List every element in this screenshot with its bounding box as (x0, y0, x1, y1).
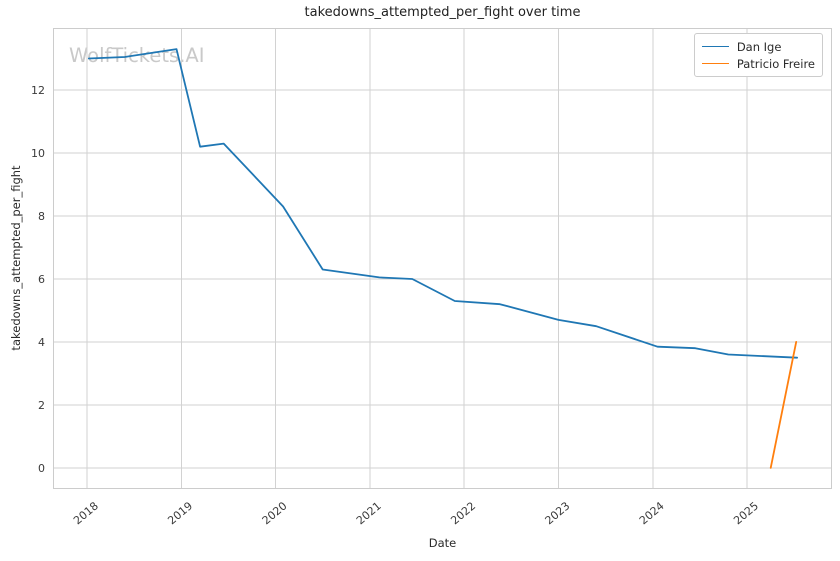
x-tick-label-2021: 2021 (354, 499, 384, 527)
x-tick-label-2020: 2020 (260, 499, 290, 527)
chart-title: takedowns_attempted_per_fight over time (304, 5, 581, 20)
y-tick-label-10: 10 (31, 147, 45, 160)
x-tick-label-2022: 2022 (448, 499, 478, 527)
y-axis-label: takedowns_attempted_per_fight (9, 165, 23, 351)
y-tick-label-4: 4 (38, 336, 45, 349)
legend-label: Dan Ige (736, 39, 782, 54)
y-tick-label-0: 0 (38, 462, 45, 475)
x-tick-label-2023: 2023 (543, 499, 573, 527)
x-tick-label-2019: 2019 (165, 499, 195, 527)
y-tick-label-12: 12 (31, 84, 45, 97)
legend-swatch-dan-ige (701, 46, 729, 47)
legend: Dan Ige Patricio Freire (693, 33, 823, 77)
x-axis-label: Date (428, 536, 457, 550)
legend-item-patricio-freire: Patricio Freire (701, 55, 815, 72)
series-line-dan-ige (87, 48, 798, 359)
y-tick-label-2: 2 (38, 399, 45, 412)
y-tick-label-8: 8 (38, 210, 45, 223)
axes-spines (53, 28, 832, 489)
legend-label: Patricio Freire (736, 56, 815, 71)
series-line-patricio-freire (769, 340, 798, 469)
y-tick-label-6: 6 (38, 273, 45, 286)
x-tick-label-2018: 2018 (71, 499, 101, 527)
legend-swatch-patricio-freire (701, 63, 729, 64)
legend-item-dan-ige: Dan Ige (701, 38, 815, 55)
x-tick-label-2025: 2025 (731, 499, 761, 527)
x-tick-label-2024: 2024 (637, 499, 667, 527)
